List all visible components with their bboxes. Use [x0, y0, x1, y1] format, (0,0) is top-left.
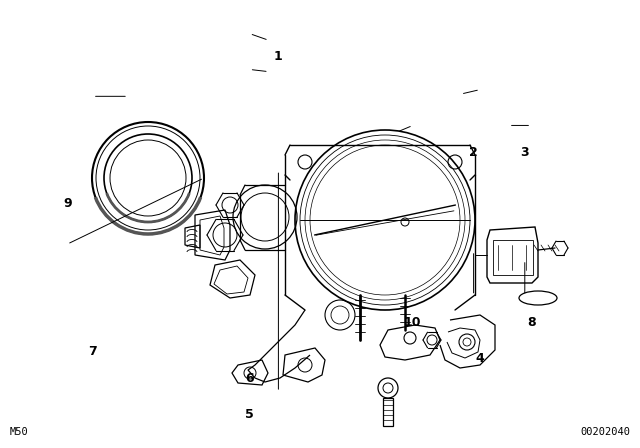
Text: 3: 3 [520, 146, 529, 159]
Text: 10: 10 [404, 316, 422, 329]
Text: 1: 1 [274, 49, 283, 63]
Text: M50: M50 [10, 427, 28, 437]
Text: 7: 7 [88, 345, 97, 358]
Text: 5: 5 [245, 408, 254, 421]
Text: 2: 2 [469, 146, 478, 159]
Text: 00202040: 00202040 [580, 427, 630, 437]
Text: 9: 9 [63, 197, 72, 211]
Text: 6: 6 [245, 372, 254, 385]
Text: 4: 4 [476, 352, 484, 365]
Bar [493, 240, 533, 275]
Text: 8: 8 [527, 316, 536, 329]
Bar [383, 398, 393, 426]
